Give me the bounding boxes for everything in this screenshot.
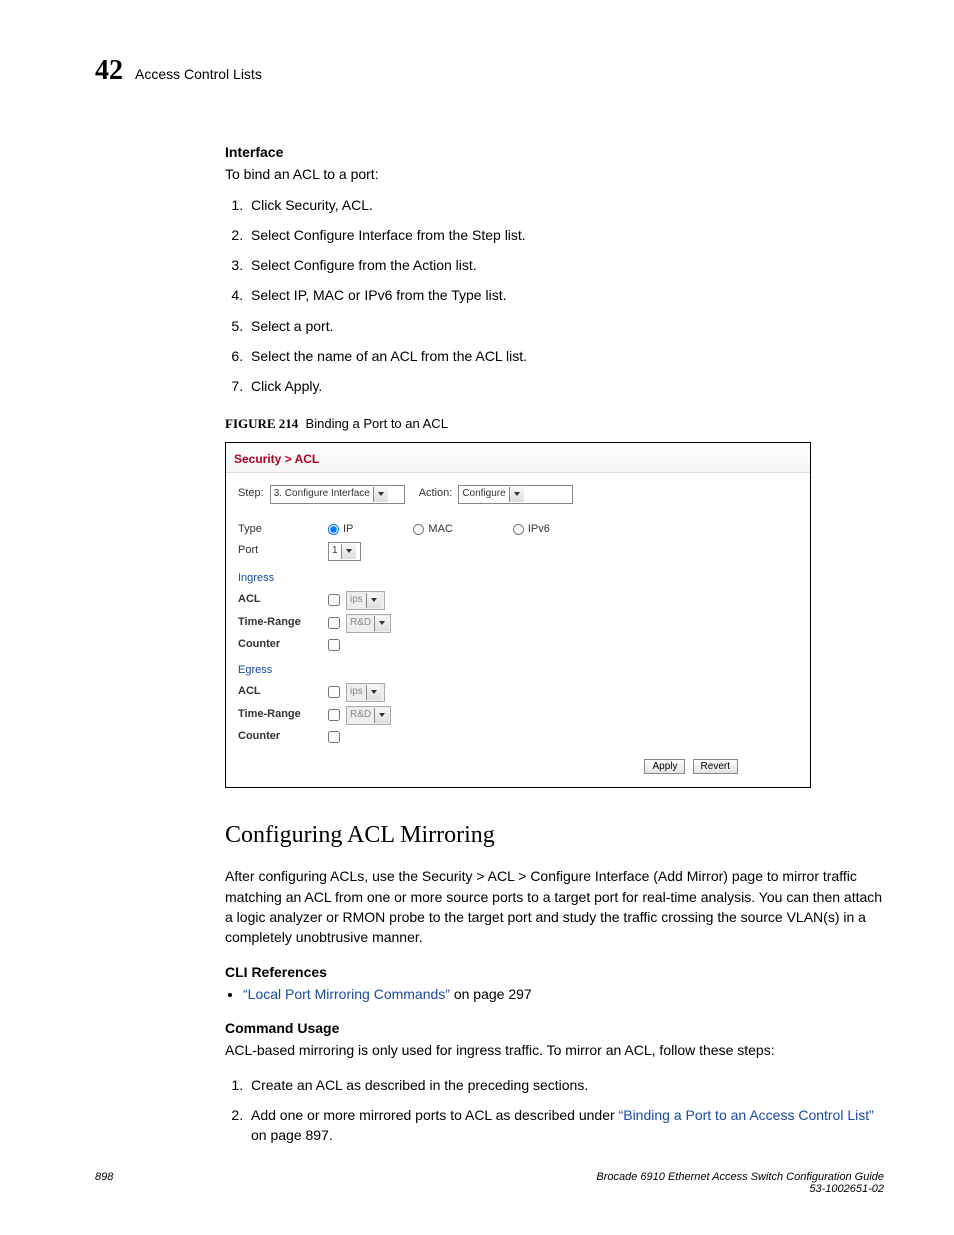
page-number: 898: [95, 1171, 113, 1195]
mirroring-heading: Configuring ACL Mirroring: [225, 818, 884, 853]
egress-acl-checkbox[interactable]: [328, 686, 340, 698]
figure-caption: FIGURE 214 Binding a Port to an ACL: [225, 415, 884, 434]
egress-counter-label: Counter: [238, 729, 328, 745]
radio-input[interactable]: [328, 524, 339, 535]
step-item: Click Apply.: [247, 376, 884, 396]
figure-title: Binding a Port to an ACL: [306, 416, 448, 431]
chevron-down-icon: [374, 616, 389, 631]
egress-heading: Egress: [238, 663, 328, 679]
chevron-down-icon: [341, 544, 356, 559]
chevron-down-icon: [509, 487, 524, 502]
figure-label: FIGURE 214: [225, 416, 298, 431]
egress-acl-select[interactable]: ips: [346, 683, 385, 702]
action-select[interactable]: Configure: [458, 485, 573, 504]
chevron-down-icon: [366, 685, 381, 700]
mirroring-paragraph: After configuring ACLs, use the Security…: [225, 866, 884, 947]
screenshot-panel: Security > ACL Step: 3. Configure Interf…: [225, 442, 811, 788]
page-footer: 898 Brocade 6910 Ethernet Access Switch …: [95, 1171, 884, 1195]
egress-acl-label: ACL: [238, 684, 328, 700]
page-header: 42 Access Control Lists: [95, 55, 884, 87]
chapter-number: 42: [95, 55, 123, 87]
type-label: Type: [238, 522, 328, 538]
egress-timerange-label: Time-Range: [238, 707, 328, 723]
cli-reference-suffix: on page 297: [450, 986, 532, 1002]
command-usage-intro: ACL-based mirroring is only used for ing…: [225, 1040, 884, 1060]
usage-step-prefix: Add one or more mirrored ports to ACL as…: [251, 1107, 619, 1123]
type-radio-ipv6[interactable]: IPv6: [513, 522, 550, 538]
doc-title: Brocade 6910 Ethernet Access Switch Conf…: [596, 1171, 884, 1183]
step-item: Select Configure Interface from the Step…: [247, 225, 884, 245]
step-item: Select Configure from the Action list.: [247, 255, 884, 275]
breadcrumb: Security > ACL: [226, 443, 810, 473]
port-select[interactable]: 1: [328, 542, 361, 561]
doc-id: 53-1002651-02: [596, 1183, 884, 1195]
type-radio-ip[interactable]: IP: [328, 522, 353, 538]
cli-references-label: CLI References: [225, 962, 884, 982]
egress-counter-checkbox[interactable]: [328, 731, 340, 743]
step-item: Click Security, ACL.: [247, 195, 884, 215]
step-select[interactable]: 3. Configure Interface: [270, 485, 405, 504]
cli-references-list: “Local Port Mirroring Commands” on page …: [225, 984, 884, 1004]
apply-button[interactable]: Apply: [644, 759, 685, 774]
ingress-timerange-checkbox[interactable]: [328, 617, 340, 629]
interface-heading: Interface: [225, 142, 884, 162]
chevron-down-icon: [366, 593, 381, 608]
ingress-counter-checkbox[interactable]: [328, 639, 340, 651]
command-usage-steps: Create an ACL as described in the preced…: [225, 1075, 884, 1146]
action-label: Action:: [419, 486, 453, 502]
ingress-counter-label: Counter: [238, 637, 328, 653]
ingress-timerange-label: Time-Range: [238, 615, 328, 631]
usage-step-link[interactable]: “Binding a Port to an Access Control Lis…: [619, 1107, 874, 1123]
radio-input[interactable]: [413, 524, 424, 535]
usage-step-item: Create an ACL as described in the preced…: [247, 1075, 884, 1095]
step-item: Select the name of an ACL from the ACL l…: [247, 346, 884, 366]
step-item: Select IP, MAC or IPv6 from the Type lis…: [247, 285, 884, 305]
interface-intro: To bind an ACL to a port:: [225, 164, 884, 184]
step-item: Select a port.: [247, 316, 884, 336]
ingress-heading: Ingress: [238, 571, 328, 587]
usage-step-item: Add one or more mirrored ports to ACL as…: [247, 1105, 884, 1146]
ingress-acl-checkbox[interactable]: [328, 594, 340, 606]
type-radio-mac[interactable]: MAC: [413, 522, 452, 538]
ingress-acl-select[interactable]: ips: [346, 591, 385, 610]
chevron-down-icon: [374, 708, 389, 723]
radio-input[interactable]: [513, 524, 524, 535]
egress-timerange-checkbox[interactable]: [328, 709, 340, 721]
chapter-title: Access Control Lists: [135, 66, 262, 82]
cli-reference-link[interactable]: “Local Port Mirroring Commands”: [243, 986, 450, 1002]
usage-step-suffix: on page 897.: [251, 1127, 333, 1143]
chevron-down-icon: [373, 487, 388, 502]
revert-button[interactable]: Revert: [693, 759, 738, 774]
step-label: Step:: [238, 486, 264, 502]
ingress-timerange-select[interactable]: R&D: [346, 614, 391, 633]
cli-reference-item: “Local Port Mirroring Commands” on page …: [243, 984, 884, 1004]
port-label: Port: [238, 543, 328, 559]
ingress-acl-label: ACL: [238, 592, 328, 608]
interface-steps: Click Security, ACL. Select Configure In…: [225, 195, 884, 397]
command-usage-label: Command Usage: [225, 1018, 884, 1038]
egress-timerange-select[interactable]: R&D: [346, 706, 391, 725]
